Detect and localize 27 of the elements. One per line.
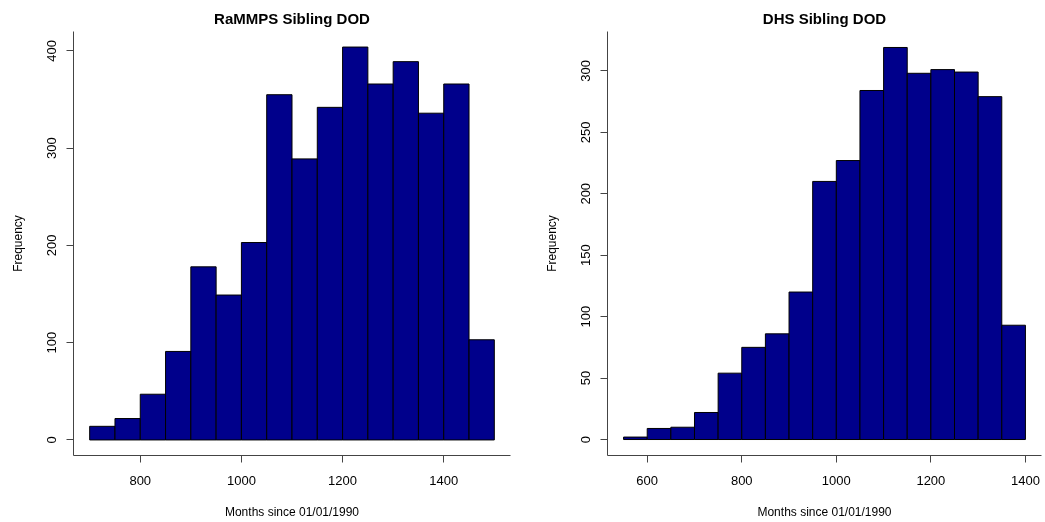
x-tick-label: 1200 [328, 472, 358, 488]
y-tick-label: 250 [578, 121, 594, 144]
x-tick-label: 1200 [916, 472, 946, 488]
x-tick-label: 1000 [821, 472, 851, 488]
y-axis-title: Frequency [544, 215, 559, 272]
x-tick-label: 1400 [1010, 472, 1040, 488]
x-tick-label: 600 [636, 472, 659, 488]
y-tick-label: 300 [578, 59, 594, 82]
y-tick-label: 300 [44, 137, 60, 160]
y-tick-label: 100 [578, 305, 594, 328]
x-tick-label: 1400 [429, 472, 459, 488]
x-tick-label: 800 [730, 472, 753, 488]
x-tick-label: 800 [129, 472, 152, 488]
y-tick-label: 150 [578, 244, 594, 267]
y-axis-title: Frequency [10, 215, 25, 272]
y-tick-label: 200 [44, 234, 60, 257]
chart-title: DHS Sibling DOD [762, 9, 887, 27]
x-tick-label: 1000 [226, 472, 256, 488]
x-axis-title: Months since 01/01/1990 [224, 504, 360, 519]
y-tick-label: 0 [578, 435, 594, 444]
y-tick-label: 400 [44, 40, 60, 62]
y-tick-label: 50 [578, 370, 594, 386]
chart-title: RaMMPS Sibling DOD [214, 9, 371, 27]
y-tick-label: 0 [44, 436, 60, 444]
y-tick-label: 100 [44, 331, 60, 354]
x-axis-title: Months since 01/01/1990 [757, 504, 892, 519]
y-tick-label: 200 [578, 182, 594, 205]
